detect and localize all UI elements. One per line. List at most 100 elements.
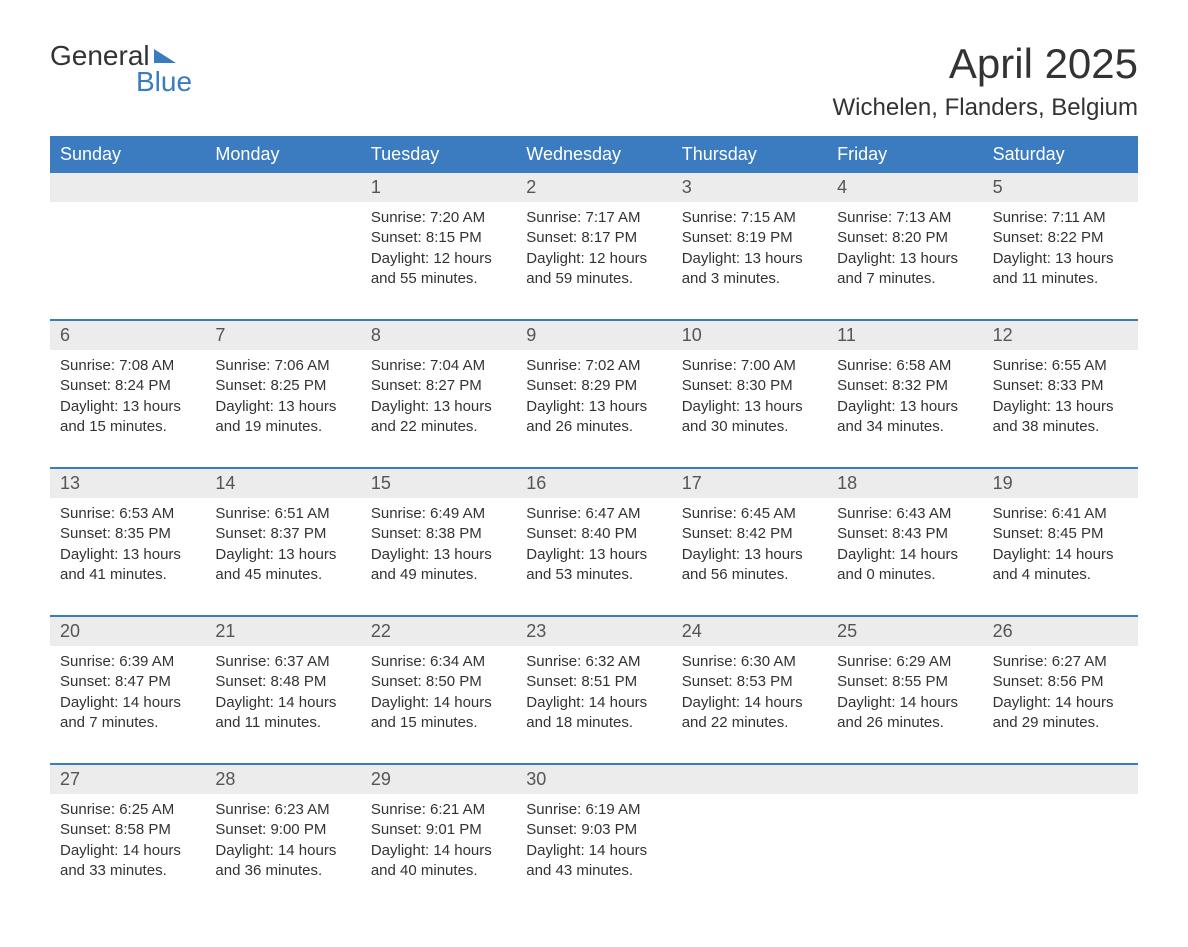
sunrise-text: Sunrise: 6:37 AM (215, 652, 350, 672)
logo-text-blue: Blue (136, 66, 192, 98)
daylight-text: Daylight: 13 hours and 38 minutes. (993, 397, 1128, 438)
daylight-text: Daylight: 13 hours and 30 minutes. (682, 397, 817, 438)
day-number: 24 (672, 617, 827, 646)
sunrise-text: Sunrise: 7:11 AM (993, 208, 1128, 228)
week-content-row: Sunrise: 6:25 AMSunset: 8:58 PMDaylight:… (50, 794, 1138, 907)
daylight-text: Daylight: 14 hours and 15 minutes. (371, 693, 506, 734)
sunset-text: Sunset: 8:35 PM (60, 524, 195, 544)
day-cell: Sunrise: 6:30 AMSunset: 8:53 PMDaylight:… (672, 646, 827, 759)
sunset-text: Sunset: 8:58 PM (60, 820, 195, 840)
daylight-text: Daylight: 14 hours and 33 minutes. (60, 841, 195, 882)
day-header: Monday (205, 136, 360, 173)
day-cell: Sunrise: 7:17 AMSunset: 8:17 PMDaylight:… (516, 202, 671, 315)
daylight-text: Daylight: 14 hours and 26 minutes. (837, 693, 972, 734)
day-cell: Sunrise: 6:43 AMSunset: 8:43 PMDaylight:… (827, 498, 982, 611)
day-cell: Sunrise: 6:41 AMSunset: 8:45 PMDaylight:… (983, 498, 1138, 611)
sunrise-text: Sunrise: 6:34 AM (371, 652, 506, 672)
daylight-text: Daylight: 13 hours and 15 minutes. (60, 397, 195, 438)
day-cell: Sunrise: 6:58 AMSunset: 8:32 PMDaylight:… (827, 350, 982, 463)
daylight-text: Daylight: 13 hours and 26 minutes. (526, 397, 661, 438)
daylight-text: Daylight: 14 hours and 7 minutes. (60, 693, 195, 734)
sunrise-text: Sunrise: 7:06 AM (215, 356, 350, 376)
daylight-text: Daylight: 12 hours and 55 minutes. (371, 249, 506, 290)
day-cell: Sunrise: 7:06 AMSunset: 8:25 PMDaylight:… (205, 350, 360, 463)
sunrise-text: Sunrise: 6:21 AM (371, 800, 506, 820)
daylight-text: Daylight: 13 hours and 3 minutes. (682, 249, 817, 290)
day-number: 26 (983, 617, 1138, 646)
day-cell: Sunrise: 6:47 AMSunset: 8:40 PMDaylight:… (516, 498, 671, 611)
day-header: Thursday (672, 136, 827, 173)
day-number: 12 (983, 321, 1138, 350)
day-number: 11 (827, 321, 982, 350)
daylight-text: Daylight: 14 hours and 40 minutes. (371, 841, 506, 882)
daylight-text: Daylight: 13 hours and 22 minutes. (371, 397, 506, 438)
logo: General Blue (50, 40, 192, 98)
daylight-text: Daylight: 13 hours and 7 minutes. (837, 249, 972, 290)
weeks-container: 12345Sunrise: 7:20 AMSunset: 8:15 PMDayl… (50, 173, 1138, 907)
day-number (672, 765, 827, 794)
day-cell: Sunrise: 7:04 AMSunset: 8:27 PMDaylight:… (361, 350, 516, 463)
day-number: 2 (516, 173, 671, 202)
day-cell (50, 202, 205, 315)
week-content-row: Sunrise: 7:08 AMSunset: 8:24 PMDaylight:… (50, 350, 1138, 463)
sunset-text: Sunset: 8:22 PM (993, 228, 1128, 248)
day-number: 27 (50, 765, 205, 794)
sunrise-text: Sunrise: 6:47 AM (526, 504, 661, 524)
day-header: Wednesday (516, 136, 671, 173)
day-cell: Sunrise: 6:21 AMSunset: 9:01 PMDaylight:… (361, 794, 516, 907)
daylight-text: Daylight: 14 hours and 43 minutes. (526, 841, 661, 882)
sunrise-text: Sunrise: 7:13 AM (837, 208, 972, 228)
day-cell: Sunrise: 6:51 AMSunset: 8:37 PMDaylight:… (205, 498, 360, 611)
day-cell: Sunrise: 6:37 AMSunset: 8:48 PMDaylight:… (205, 646, 360, 759)
sunrise-text: Sunrise: 7:00 AM (682, 356, 817, 376)
sunrise-text: Sunrise: 6:29 AM (837, 652, 972, 672)
sunset-text: Sunset: 8:20 PM (837, 228, 972, 248)
daylight-text: Daylight: 13 hours and 41 minutes. (60, 545, 195, 586)
day-cell: Sunrise: 6:23 AMSunset: 9:00 PMDaylight:… (205, 794, 360, 907)
day-cell: Sunrise: 6:34 AMSunset: 8:50 PMDaylight:… (361, 646, 516, 759)
daylight-text: Daylight: 13 hours and 45 minutes. (215, 545, 350, 586)
sunrise-text: Sunrise: 6:39 AM (60, 652, 195, 672)
page-header: General Blue April 2025 Wichelen, Flande… (50, 40, 1138, 122)
sunset-text: Sunset: 8:40 PM (526, 524, 661, 544)
day-header: Sunday (50, 136, 205, 173)
sunset-text: Sunset: 8:17 PM (526, 228, 661, 248)
sunrise-text: Sunrise: 7:20 AM (371, 208, 506, 228)
day-number-row: 13141516171819 (50, 469, 1138, 498)
day-cell (672, 794, 827, 907)
sunrise-text: Sunrise: 6:51 AM (215, 504, 350, 524)
sunrise-text: Sunrise: 6:23 AM (215, 800, 350, 820)
week-content-row: Sunrise: 6:39 AMSunset: 8:47 PMDaylight:… (50, 646, 1138, 759)
day-cell: Sunrise: 7:15 AMSunset: 8:19 PMDaylight:… (672, 202, 827, 315)
day-number: 30 (516, 765, 671, 794)
day-number: 16 (516, 469, 671, 498)
day-cell (205, 202, 360, 315)
daylight-text: Daylight: 14 hours and 36 minutes. (215, 841, 350, 882)
day-header: Friday (827, 136, 982, 173)
day-cell: Sunrise: 7:11 AMSunset: 8:22 PMDaylight:… (983, 202, 1138, 315)
day-number-row: 6789101112 (50, 321, 1138, 350)
sunset-text: Sunset: 8:37 PM (215, 524, 350, 544)
sunrise-text: Sunrise: 6:45 AM (682, 504, 817, 524)
sunset-text: Sunset: 8:15 PM (371, 228, 506, 248)
sunrise-text: Sunrise: 6:49 AM (371, 504, 506, 524)
day-number: 9 (516, 321, 671, 350)
day-number: 13 (50, 469, 205, 498)
sunset-text: Sunset: 8:42 PM (682, 524, 817, 544)
sunset-text: Sunset: 8:30 PM (682, 376, 817, 396)
day-cell: Sunrise: 6:29 AMSunset: 8:55 PMDaylight:… (827, 646, 982, 759)
sunset-text: Sunset: 8:50 PM (371, 672, 506, 692)
day-cell: Sunrise: 6:45 AMSunset: 8:42 PMDaylight:… (672, 498, 827, 611)
day-cell: Sunrise: 6:49 AMSunset: 8:38 PMDaylight:… (361, 498, 516, 611)
day-header: Tuesday (361, 136, 516, 173)
daylight-text: Daylight: 14 hours and 11 minutes. (215, 693, 350, 734)
day-number: 17 (672, 469, 827, 498)
daylight-text: Daylight: 13 hours and 11 minutes. (993, 249, 1128, 290)
sunrise-text: Sunrise: 7:17 AM (526, 208, 661, 228)
logo-triangle-icon (154, 49, 176, 63)
day-cell: Sunrise: 6:32 AMSunset: 8:51 PMDaylight:… (516, 646, 671, 759)
calendar-day-headers: Sunday Monday Tuesday Wednesday Thursday… (50, 136, 1138, 173)
sunset-text: Sunset: 9:00 PM (215, 820, 350, 840)
sunset-text: Sunset: 8:51 PM (526, 672, 661, 692)
sunset-text: Sunset: 9:01 PM (371, 820, 506, 840)
